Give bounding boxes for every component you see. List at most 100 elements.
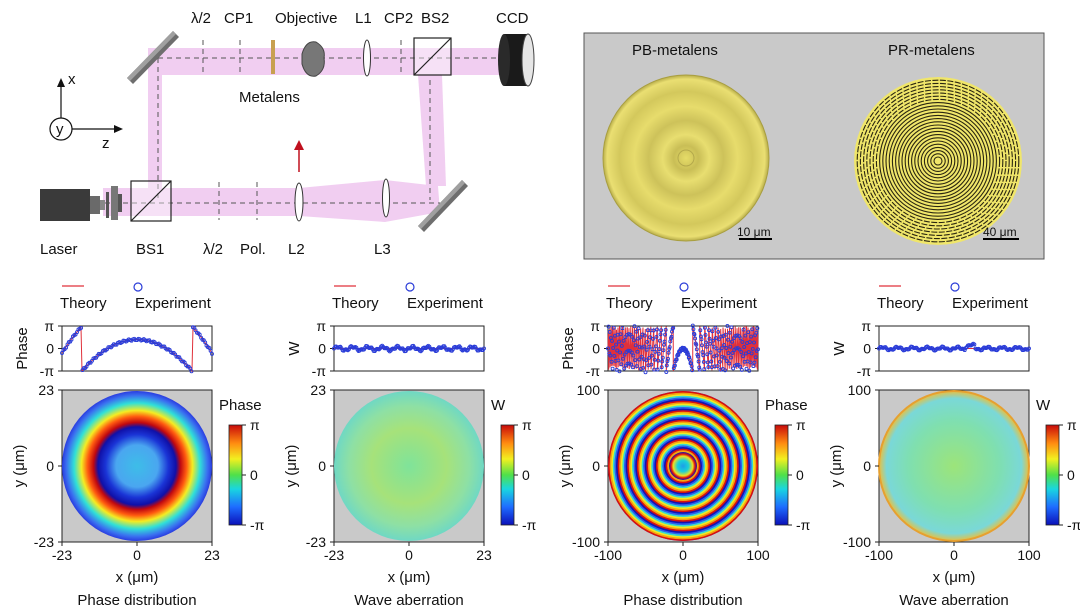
colorbar-title: W <box>491 397 506 414</box>
experiment-point <box>482 346 486 351</box>
panel-caption: Phase distribution <box>623 592 742 609</box>
experiment-point <box>427 344 432 349</box>
experiment-point <box>664 363 669 368</box>
experiment-point <box>750 327 755 332</box>
colorbar-tick-label: -π <box>1067 517 1080 533</box>
experiment-point <box>740 339 745 344</box>
experiment-point <box>615 348 620 353</box>
profile-ylabel: Phase <box>560 327 577 370</box>
map-ytick-label: 23 <box>38 382 54 398</box>
experiment-point <box>87 360 92 365</box>
experiment-point <box>655 327 659 332</box>
experiment-point <box>667 345 672 350</box>
objective <box>301 41 325 77</box>
colorbar-tick-label: π <box>250 417 260 433</box>
experiment-point <box>755 326 760 331</box>
optical-setup: x y z λ/2 CP1 Objective L1 CP2 BS2 CCD M… <box>40 10 535 258</box>
experiment-point <box>618 332 623 337</box>
experiment-point <box>208 348 213 353</box>
label-pol: Pol. <box>240 241 266 258</box>
experiment-point <box>698 328 703 333</box>
pr-metalens-image <box>854 77 1022 245</box>
pr-ring <box>859 82 1017 240</box>
panel-caption: Wave aberration <box>354 592 464 609</box>
experiment-point <box>636 326 641 331</box>
experiment-point <box>79 325 84 330</box>
experiment-point <box>749 334 754 339</box>
experiment-point <box>694 342 699 347</box>
colorbar-tick-label: 0 <box>250 467 258 483</box>
map-ytick-label: -23 <box>34 534 54 550</box>
map-xlabel: x (μm) <box>116 569 159 586</box>
experiment-point <box>699 337 704 342</box>
experiment-point <box>378 346 383 351</box>
experiment-point <box>726 337 730 342</box>
lens-l2 <box>294 182 304 222</box>
legend-experiment-marker <box>133 282 143 292</box>
experiment-point <box>672 363 677 368</box>
experiment-point <box>664 370 669 374</box>
experiment-point <box>747 368 752 373</box>
profile-ylabel: W <box>831 341 848 356</box>
experiment-point <box>717 359 722 364</box>
experiment-point <box>685 350 690 355</box>
map-xtick-label: 23 <box>476 547 492 563</box>
experiment-point <box>633 343 638 348</box>
map-ytick-label: -100 <box>843 534 871 550</box>
experiment-point <box>634 364 639 369</box>
pr-scale-bar: 40 μm <box>983 225 1019 240</box>
label-half-wave-1: λ/2 <box>191 10 211 27</box>
experiment-point <box>707 336 712 341</box>
experiment-point <box>64 345 69 350</box>
experiment-point <box>744 366 749 371</box>
aberration-map-disc <box>879 391 1029 541</box>
experiment-point <box>203 340 208 345</box>
legend-experiment-label: Experiment <box>407 295 484 312</box>
experiment-point <box>632 324 637 329</box>
experiment-point <box>618 350 623 355</box>
experiment-point <box>714 346 719 351</box>
map-xtick-label: 100 <box>1017 547 1041 563</box>
experiment-point <box>697 367 702 372</box>
experiment-point <box>725 323 730 328</box>
experiment-point <box>692 332 697 337</box>
experiment-point <box>639 354 644 359</box>
pb-scale-bar: 10 μm <box>737 225 772 240</box>
experiment-point <box>719 346 724 351</box>
ccd-camera <box>498 33 535 87</box>
experiment-point <box>652 357 657 362</box>
pr-ring <box>872 95 1004 227</box>
map-xlabel: x (μm) <box>662 569 705 586</box>
experiment-point <box>622 366 627 371</box>
experiment-point <box>637 344 642 349</box>
colorbar-title: Phase <box>219 397 262 414</box>
experiment-point <box>635 349 640 354</box>
profile-tick-label: π <box>316 318 326 334</box>
experiment-point <box>663 332 668 337</box>
colorbar <box>500 424 515 526</box>
colorbar-title: W <box>1036 397 1051 414</box>
experiment-point <box>654 334 659 339</box>
experiment-point <box>621 338 626 343</box>
pr-ring <box>875 98 1001 224</box>
experiment-point <box>666 356 670 361</box>
experiment-points <box>606 323 760 375</box>
experiment-point <box>666 350 671 355</box>
label-ccd: CCD <box>496 10 529 27</box>
experiment-point <box>751 364 756 369</box>
experiment-point <box>658 332 663 337</box>
experiment-point <box>609 359 614 364</box>
experiment-point <box>638 335 643 340</box>
legend-experiment-marker <box>679 282 689 292</box>
experiment-point <box>642 333 647 338</box>
experiment-point <box>746 330 751 335</box>
legend-experiment-marker <box>405 282 415 292</box>
experiment-point <box>702 367 707 372</box>
experiment-point <box>713 325 718 330</box>
experiment-point <box>610 366 615 371</box>
legend-theory-label: Theory <box>877 295 924 312</box>
experiment-point <box>607 329 612 334</box>
label-bs1: BS1 <box>136 241 164 258</box>
colorbar <box>774 424 789 526</box>
experiment-point <box>723 332 728 337</box>
